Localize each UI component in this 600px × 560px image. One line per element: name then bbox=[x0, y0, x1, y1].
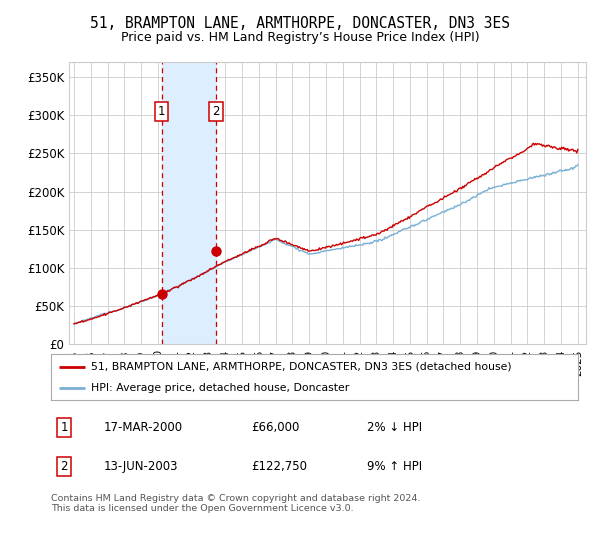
Text: 2% ↓ HPI: 2% ↓ HPI bbox=[367, 421, 422, 434]
Text: 9% ↑ HPI: 9% ↑ HPI bbox=[367, 460, 422, 473]
Text: 17-MAR-2000: 17-MAR-2000 bbox=[104, 421, 183, 434]
Text: 1: 1 bbox=[61, 421, 68, 434]
Text: £122,750: £122,750 bbox=[251, 460, 307, 473]
Text: 1: 1 bbox=[158, 105, 165, 118]
Text: 13-JUN-2003: 13-JUN-2003 bbox=[104, 460, 178, 473]
Text: Price paid vs. HM Land Registry’s House Price Index (HPI): Price paid vs. HM Land Registry’s House … bbox=[121, 31, 479, 44]
Text: 51, BRAMPTON LANE, ARMTHORPE, DONCASTER, DN3 3ES: 51, BRAMPTON LANE, ARMTHORPE, DONCASTER,… bbox=[90, 16, 510, 31]
Text: £66,000: £66,000 bbox=[251, 421, 299, 434]
Text: 51, BRAMPTON LANE, ARMTHORPE, DONCASTER, DN3 3ES (detached house): 51, BRAMPTON LANE, ARMTHORPE, DONCASTER,… bbox=[91, 362, 511, 372]
Text: HPI: Average price, detached house, Doncaster: HPI: Average price, detached house, Donc… bbox=[91, 383, 349, 393]
Text: 2: 2 bbox=[61, 460, 68, 473]
Text: Contains HM Land Registry data © Crown copyright and database right 2024.
This d: Contains HM Land Registry data © Crown c… bbox=[51, 494, 421, 514]
Bar bbox=[161, 62, 216, 344]
Text: 2: 2 bbox=[212, 105, 220, 118]
